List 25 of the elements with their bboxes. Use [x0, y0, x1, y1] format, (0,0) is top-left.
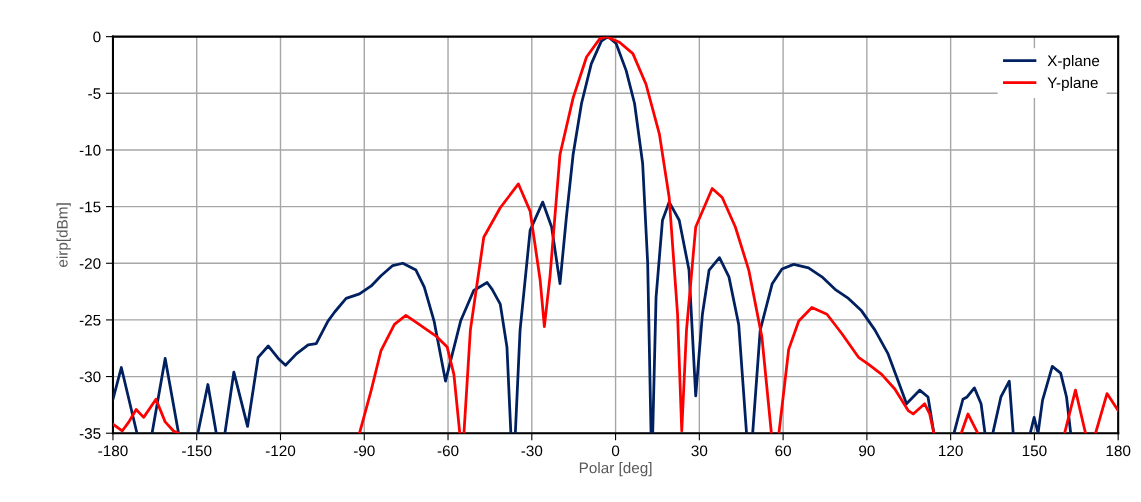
y-tick-label: -25	[79, 314, 101, 326]
y-tick-label: -10	[79, 144, 101, 156]
y-axis-title: eirp[dBm]	[56, 203, 71, 267]
legend-label: Y-plane	[1047, 76, 1098, 92]
x-tick-label: -180	[98, 445, 128, 457]
y-tick-label: -30	[79, 371, 101, 383]
x-tick-label: 180	[1106, 445, 1131, 457]
x-tick-label: 120	[939, 445, 963, 457]
x-tick-label: 150	[1022, 445, 1047, 457]
x-tick-label: 60	[775, 445, 792, 457]
x-tick-label: 90	[859, 445, 875, 457]
y-tick-label: -15	[79, 201, 101, 213]
y-tick-label: 0	[93, 31, 101, 43]
y-tick-label: -5	[88, 88, 101, 99]
x-tick-label: -60	[437, 445, 459, 457]
legend-label: X-plane	[1047, 54, 1100, 70]
x-tick-label: -150	[182, 445, 212, 457]
x-tick-label: -30	[521, 445, 543, 457]
x-axis-title: Polar [deg]	[579, 462, 652, 477]
x-tick-label: -120	[265, 445, 296, 457]
y-tick-label: -35	[79, 428, 101, 439]
x-tick-label: 0	[611, 445, 620, 457]
x-tick-label: -90	[353, 445, 375, 457]
x-tick-label: 30	[691, 445, 708, 457]
y-tick-label: -20	[79, 258, 101, 269]
